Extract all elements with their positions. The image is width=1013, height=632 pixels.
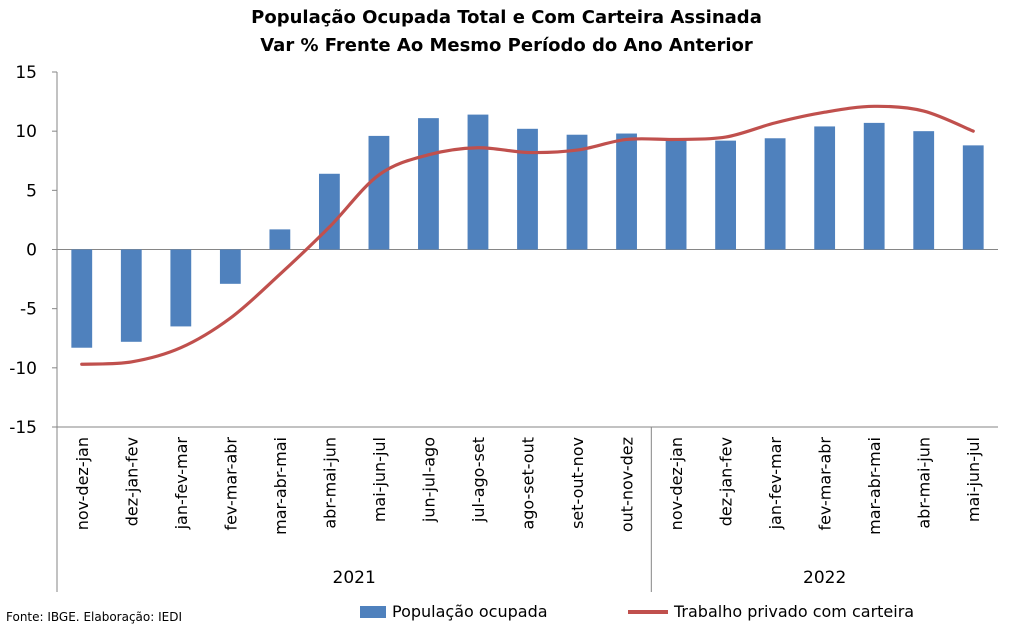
- bar: [269, 229, 291, 250]
- legend-item-line: Trabalho privado com carteira: [628, 602, 914, 621]
- x-tick-label: set-out-nov: [568, 437, 587, 529]
- x-tick-label: mai-jun-jul: [964, 437, 983, 522]
- group-label: 2021: [333, 568, 376, 588]
- bar: [566, 134, 588, 250]
- x-tick-label: abr-mai-jun: [915, 437, 934, 529]
- x-tick-label: jan-fev-mar: [766, 437, 785, 531]
- chart-subtitle: Var % Frente Ao Mesmo Período do Ano Ant…: [260, 35, 753, 56]
- legend-label-bar: População ocupada: [392, 602, 548, 621]
- bar: [120, 249, 142, 342]
- legend-label-line: Trabalho privado com carteira: [674, 602, 915, 621]
- x-tick-label: jan-fev-mar: [172, 437, 191, 531]
- bar: [219, 249, 241, 284]
- x-tick-label: nov-dez-jan: [667, 437, 686, 530]
- x-tick-label: fev-mar-abr: [221, 437, 240, 531]
- bar: [170, 249, 192, 327]
- x-tick-label: dez-jan-fev: [717, 437, 736, 526]
- x-tick-label: out-nov-dez: [618, 437, 637, 532]
- bar: [368, 135, 390, 250]
- x-tick-label: nov-dez-jan: [73, 437, 92, 530]
- y-tick-label: -15: [9, 418, 37, 438]
- bar: [814, 126, 836, 250]
- y-tick-label: 5: [26, 181, 37, 201]
- group-label: 2022: [803, 568, 846, 588]
- x-tick-label: ago-set-out: [519, 437, 538, 530]
- y-tick-label: 15: [15, 63, 37, 83]
- x-tick-label: jul-ago-set: [469, 437, 488, 523]
- bar: [318, 173, 340, 250]
- legend-item-bar: População ocupada: [360, 602, 548, 621]
- bar: [517, 128, 538, 250]
- source-note: Fonte: IBGE. Elaboração: IEDI: [6, 610, 183, 624]
- series-line: [80, 104, 975, 366]
- x-tick-label: mar-abr-mai: [865, 437, 884, 535]
- bar: [715, 140, 737, 250]
- legend-swatch-line: [628, 609, 668, 614]
- x-tick-label: mai-jun-jul: [370, 437, 389, 522]
- bar: [962, 145, 984, 250]
- y-tick-label: -5: [20, 300, 37, 320]
- bar: [71, 249, 93, 348]
- chart-title: População Ocupada Total e Com Carteira A…: [251, 7, 762, 28]
- y-tick-label: -10: [9, 359, 37, 379]
- x-tick-label: mar-abr-mai: [271, 437, 290, 535]
- x-tick-label: fev-mar-abr: [816, 437, 835, 531]
- x-tick-label: abr-mai-jun: [320, 437, 339, 529]
- legend-swatch-bar: [360, 605, 386, 618]
- bar: [418, 118, 439, 250]
- bar: [764, 138, 786, 250]
- bar: [863, 122, 885, 250]
- y-tick-label: 0: [26, 241, 37, 261]
- y-tick-label: 10: [15, 122, 37, 142]
- bar: [913, 131, 935, 250]
- x-tick-label: jun-jul-ago: [419, 437, 438, 523]
- bar: [467, 114, 489, 250]
- x-tick-label: dez-jan-fev: [122, 437, 141, 526]
- bar: [665, 139, 687, 250]
- bar: [616, 133, 637, 250]
